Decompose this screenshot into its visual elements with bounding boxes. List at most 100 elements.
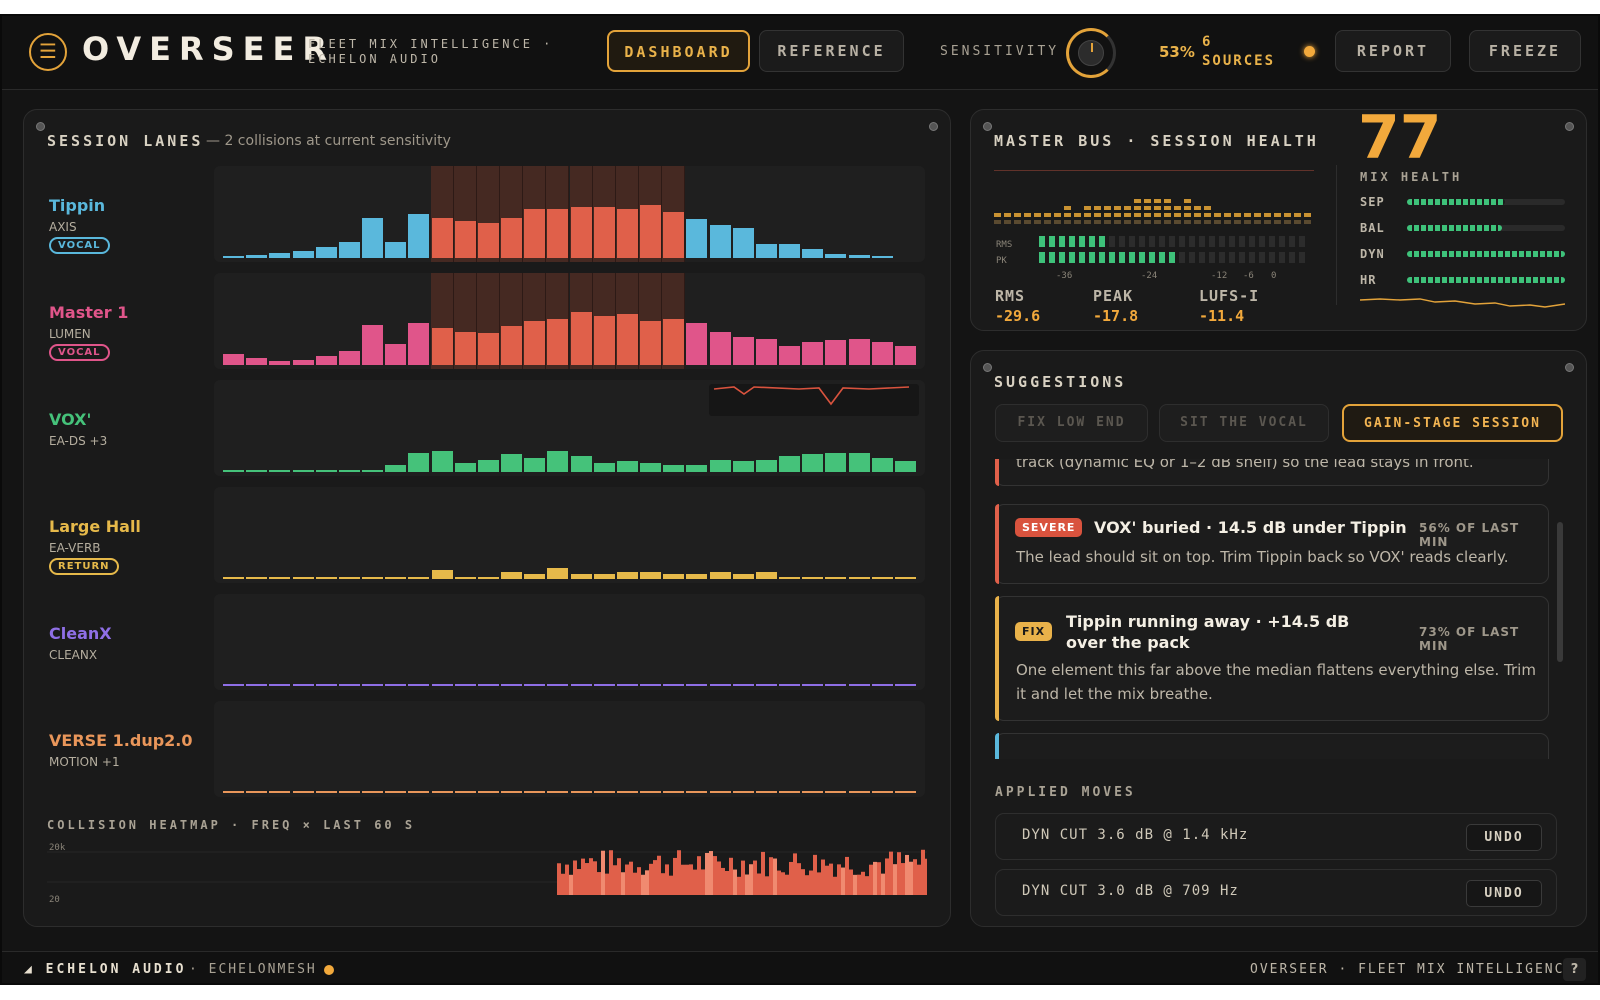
heatmap-cell — [805, 875, 809, 895]
level-bar — [755, 338, 777, 365]
suggestion-card-severe[interactable]: SEVERE VOX' buried · 14.5 dB under Tippi… — [995, 504, 1549, 584]
heatmap-cell — [561, 873, 565, 895]
undo-button[interactable]: UNDO — [1466, 880, 1542, 907]
heatmap-cell — [665, 864, 669, 895]
lane-meter[interactable] — [214, 380, 925, 476]
suggestion-card-fix[interactable]: FIX Tippin running away · +14.5 dB over … — [995, 596, 1549, 721]
fix-badge: FIX — [1015, 622, 1053, 641]
suggestions-title: SUGGESTIONS — [994, 373, 1127, 391]
lane-name[interactable]: Master 1 — [49, 303, 129, 322]
chip-sit-the-vocal[interactable]: SIT THE VOCAL — [1159, 404, 1329, 442]
lane-meter[interactable] — [214, 273, 925, 369]
sensitivity-label: SENSITIVITY — [940, 44, 1060, 59]
level-bar — [755, 571, 777, 579]
undo-button[interactable]: UNDO — [1466, 824, 1542, 851]
spectrum-cell — [1084, 213, 1091, 217]
heatmap-cell — [749, 864, 753, 895]
level-bar — [779, 243, 801, 258]
level-bar — [547, 791, 569, 793]
level-bar — [755, 684, 777, 686]
level-bar — [408, 684, 430, 686]
lane-tag: VOCAL — [49, 237, 110, 254]
freeze-button[interactable]: FREEZE — [1469, 30, 1581, 72]
lane-name[interactable]: VOX' — [49, 410, 92, 429]
heatmap-cell — [713, 856, 717, 895]
spectrum-cell — [1144, 206, 1151, 210]
meter-segment — [1129, 252, 1135, 263]
tab-dashboard[interactable]: DASHBOARD — [607, 30, 750, 72]
spectrum-cell — [1064, 213, 1071, 217]
screw-icon — [983, 122, 992, 131]
screw-icon — [1565, 363, 1574, 372]
sensitivity-knob[interactable] — [1066, 28, 1116, 78]
suggestion-card-next[interactable] — [995, 733, 1549, 759]
chip-fix-low-end[interactable]: FIX LOW END — [995, 404, 1148, 442]
lane-meter[interactable] — [214, 594, 925, 690]
level-bar — [825, 791, 847, 793]
meter-rms-label: RMS — [996, 240, 1013, 250]
heatmap-cell — [737, 876, 741, 895]
suggestions-scrollbar[interactable] — [1557, 522, 1563, 662]
lane-name[interactable]: CleanX — [49, 624, 112, 643]
heatmap-cell — [593, 861, 597, 895]
level-bar — [315, 577, 337, 579]
heatmap-cell — [641, 874, 645, 895]
footer-mesh: · ECHELONMESH — [189, 962, 317, 977]
heatmap-cell — [613, 865, 617, 895]
heatmap-cell — [657, 855, 661, 895]
spectrum-cell — [1304, 220, 1311, 224]
meter-segment — [1229, 252, 1235, 263]
meter-segment — [1089, 252, 1095, 263]
level-bar — [269, 684, 291, 686]
spectrum-cell — [1114, 220, 1121, 224]
suggestion-card-partial[interactable]: track (dynamic EQ or 1–2 dB shelf) so th… — [995, 459, 1549, 486]
meter-tick: -24 — [1141, 271, 1158, 281]
level-bar — [408, 452, 430, 472]
screw-icon — [36, 122, 45, 131]
heatmap-cell — [869, 864, 873, 895]
meter-segment — [1279, 236, 1285, 247]
level-bar — [408, 214, 430, 258]
level-bar — [477, 684, 499, 686]
help-button[interactable]: ? — [1563, 958, 1586, 981]
spectrum-cell — [1224, 213, 1231, 217]
lane-name[interactable]: Large Hall — [49, 517, 141, 536]
severity-bar — [995, 733, 999, 759]
level-bar — [802, 249, 824, 258]
level-bar — [871, 684, 893, 686]
lane-name[interactable]: Tippin — [49, 196, 106, 215]
level-bar — [223, 354, 245, 365]
spectrum-cell — [1134, 220, 1141, 224]
meter-tick: 0 — [1271, 271, 1277, 281]
tab-reference[interactable]: REFERENCE — [759, 30, 904, 72]
lane-meter[interactable] — [214, 701, 925, 797]
level-bar — [246, 577, 268, 579]
level-bar — [454, 577, 476, 579]
heatmap-cell — [913, 859, 917, 895]
spectrum-cell — [1064, 206, 1071, 210]
chip-gain-stage-session[interactable]: GAIN-STAGE SESSION — [1342, 404, 1563, 442]
level-bar — [362, 324, 384, 365]
severity-bar — [995, 596, 999, 721]
level-bar — [315, 470, 337, 472]
heatmap-cell — [837, 864, 841, 895]
spectrum-cell — [1044, 220, 1051, 224]
meter-segment — [1169, 252, 1175, 263]
heatmap-cell — [881, 873, 885, 895]
applied-move: DYN CUT 3.0 dB @ 709 Hz UNDO — [995, 869, 1557, 916]
suggestions-panel: SUGGESTIONS FIX LOW END SIT THE VOCAL GA… — [970, 350, 1587, 927]
heatmap-cell — [565, 864, 569, 895]
spectrum-cell — [1194, 220, 1201, 224]
report-button[interactable]: REPORT — [1335, 30, 1451, 72]
heatmap-cell — [649, 863, 653, 895]
level-bar — [454, 463, 476, 472]
lane-meter[interactable] — [214, 166, 925, 262]
level-bar — [269, 361, 291, 365]
screw-icon — [929, 122, 938, 131]
heatmap-cell — [873, 861, 877, 895]
lane-meter[interactable] — [214, 487, 925, 583]
menu-icon[interactable]: ☰ — [29, 33, 67, 71]
heatmap-cell — [697, 856, 701, 895]
heatmap-cell — [757, 873, 761, 895]
lane-name[interactable]: VERSE 1.dup2.0 — [49, 731, 193, 750]
